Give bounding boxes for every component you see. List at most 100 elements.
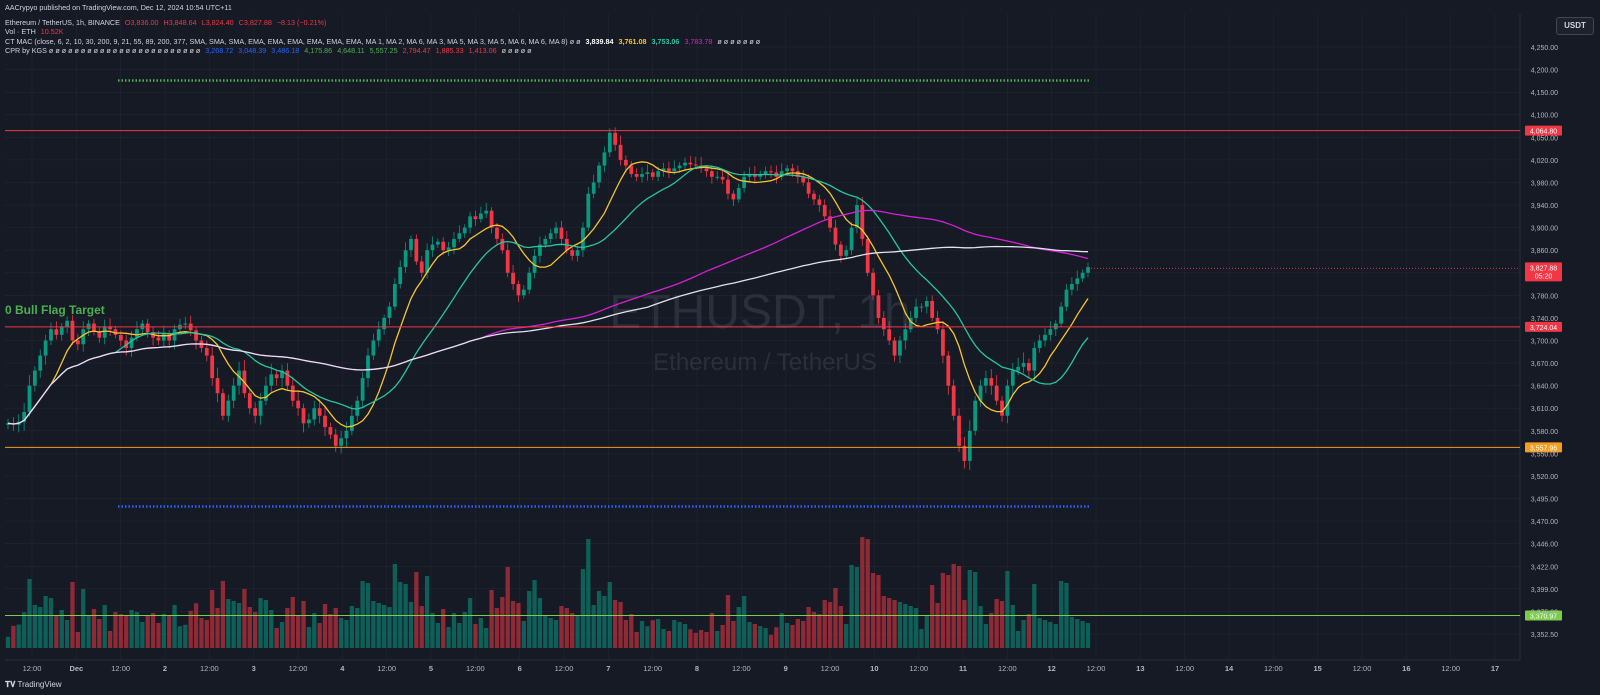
candle-body [838, 244, 843, 256]
candle-body [468, 216, 472, 228]
volume-bar [693, 632, 698, 648]
volume-bar [1026, 614, 1032, 648]
candle-body [634, 173, 639, 177]
candle-body [747, 173, 752, 177]
candle-body [736, 188, 741, 200]
volume-bar [27, 579, 32, 648]
cpr-tail: ø ø ø ø ø [501, 46, 532, 55]
y-tick-label: 3,495.00 [1531, 497, 1558, 504]
volume-bar [338, 618, 344, 648]
volume-bar [392, 564, 398, 648]
volume-bar [435, 623, 440, 648]
volume-bar [43, 596, 48, 648]
candle-body [785, 168, 789, 172]
volume-bar [349, 606, 355, 648]
x-tick-label: 14 [1225, 664, 1234, 673]
ohlc-close: C3,827.88 [238, 18, 272, 27]
candle-body [586, 193, 591, 228]
currency-button[interactable]: USDT [1556, 17, 1594, 35]
candle-body [887, 329, 892, 341]
candle-body [226, 400, 231, 416]
candle-body [237, 370, 241, 386]
candle-body [591, 182, 596, 194]
volume-bar [489, 590, 494, 648]
volume-bar [473, 624, 478, 648]
candle-body [629, 165, 634, 174]
volume-bar [48, 598, 54, 648]
candle-body [898, 340, 902, 356]
volume-bar [107, 631, 113, 648]
volume-bar [54, 616, 59, 648]
volume-bar [881, 596, 886, 648]
volume-bar [510, 601, 516, 648]
volume-bar [1021, 620, 1026, 648]
volume-bar [516, 603, 521, 648]
candle-body [801, 176, 806, 183]
candle-body [984, 378, 988, 386]
volume-bar [527, 591, 532, 648]
candle-body [32, 370, 37, 386]
volume-bar [860, 537, 865, 648]
volume-bar [306, 627, 312, 648]
candle-body [204, 348, 209, 356]
candle-body [1037, 340, 1042, 349]
volume-bar [296, 615, 301, 648]
bull-flag-annotation[interactable]: 0 Bull Flag Target [5, 303, 105, 317]
volume-bar [854, 567, 860, 648]
volume-bar [1069, 617, 1075, 648]
tradingview-logo[interactable]: 𝐓𝐕 TradingView [5, 680, 62, 690]
volume-bar [140, 622, 145, 648]
ohlc-low: L3,824.40 [201, 18, 234, 27]
candle-body [38, 355, 43, 371]
x-tick-label: 17 [1491, 664, 1499, 673]
candle-body [317, 408, 322, 416]
volume-bar [183, 624, 188, 648]
y-tick-label: 4,020.00 [1531, 158, 1558, 165]
candle-body [967, 430, 972, 461]
candle-body [559, 227, 564, 239]
candle-body [215, 378, 220, 394]
volume-bar [134, 612, 140, 648]
candle-body [473, 216, 478, 220]
volume-bar [935, 603, 940, 648]
candle-body [210, 355, 215, 379]
candle-body [59, 326, 64, 335]
last-price-countdown: 05:20 [1535, 273, 1553, 280]
candle-body [323, 415, 327, 428]
y-tick-label: 3,422.00 [1531, 564, 1558, 571]
candle-body [355, 400, 360, 416]
price-level-tag [1525, 442, 1562, 453]
candle-body [908, 317, 913, 330]
x-tick-label: 15 [1313, 664, 1321, 673]
x-tick-label: 12:00 [1087, 664, 1106, 673]
volume-bar [790, 625, 795, 648]
volume-bar [1016, 631, 1021, 648]
volume-bar [720, 625, 725, 648]
volume-bar [381, 605, 387, 648]
candle-body [484, 210, 489, 214]
volume-bar [236, 603, 242, 648]
volume-bar [930, 585, 935, 648]
candle-body [489, 210, 494, 228]
candle-body [301, 408, 306, 424]
cpr-label: CPR by KGS ø ø ø ø ø ø ø ø ø ø ø ø ø ø ø… [5, 46, 201, 55]
y-tick-label: 3,860.00 [1531, 248, 1558, 255]
y-tick-label: 4,200.00 [1531, 68, 1558, 75]
volume-bar [602, 596, 607, 648]
x-tick-label: 16 [1402, 664, 1410, 673]
volume-bar [559, 606, 564, 648]
candle-body [290, 385, 295, 401]
volume-bar [263, 600, 269, 648]
volume-bar [360, 581, 365, 648]
mac-label: CT MAC (close, 6, 2, 10, 30, 200, 9, 21,… [5, 37, 581, 46]
volume-bar [725, 595, 731, 648]
volume-bar [75, 632, 80, 648]
volume-bar [457, 623, 462, 648]
volume-bar [704, 632, 709, 648]
volume-bar [188, 610, 193, 648]
volume-bar [634, 632, 639, 648]
volume-bar [59, 610, 64, 648]
candle-body [935, 317, 940, 330]
candle-body [161, 333, 166, 341]
